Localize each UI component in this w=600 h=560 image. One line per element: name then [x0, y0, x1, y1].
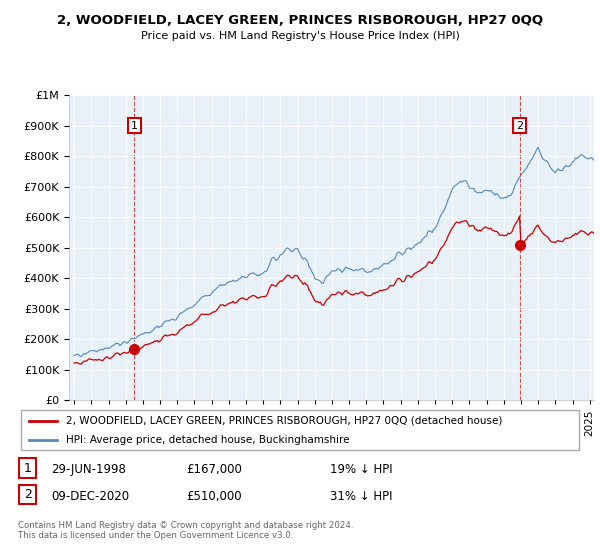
Text: Contains HM Land Registry data © Crown copyright and database right 2024.
This d: Contains HM Land Registry data © Crown c… [18, 521, 353, 540]
Text: 1: 1 [23, 461, 32, 474]
Text: 19% ↓ HPI: 19% ↓ HPI [330, 464, 392, 477]
Text: 29-JUN-1998: 29-JUN-1998 [51, 464, 126, 477]
Text: 31% ↓ HPI: 31% ↓ HPI [330, 490, 392, 503]
Text: £510,000: £510,000 [186, 490, 242, 503]
Text: 1: 1 [131, 121, 138, 130]
FancyBboxPatch shape [19, 485, 36, 504]
FancyBboxPatch shape [21, 410, 579, 450]
Text: 09-DEC-2020: 09-DEC-2020 [51, 490, 129, 503]
Text: 2, WOODFIELD, LACEY GREEN, PRINCES RISBOROUGH, HP27 0QQ: 2, WOODFIELD, LACEY GREEN, PRINCES RISBO… [57, 14, 543, 27]
Text: 2: 2 [516, 121, 523, 130]
FancyBboxPatch shape [19, 459, 36, 478]
Text: 2, WOODFIELD, LACEY GREEN, PRINCES RISBOROUGH, HP27 0QQ (detached house): 2, WOODFIELD, LACEY GREEN, PRINCES RISBO… [66, 416, 502, 426]
Text: 2: 2 [23, 488, 32, 501]
Text: Price paid vs. HM Land Registry's House Price Index (HPI): Price paid vs. HM Land Registry's House … [140, 31, 460, 41]
Text: £167,000: £167,000 [186, 464, 242, 477]
Text: HPI: Average price, detached house, Buckinghamshire: HPI: Average price, detached house, Buck… [66, 435, 349, 445]
